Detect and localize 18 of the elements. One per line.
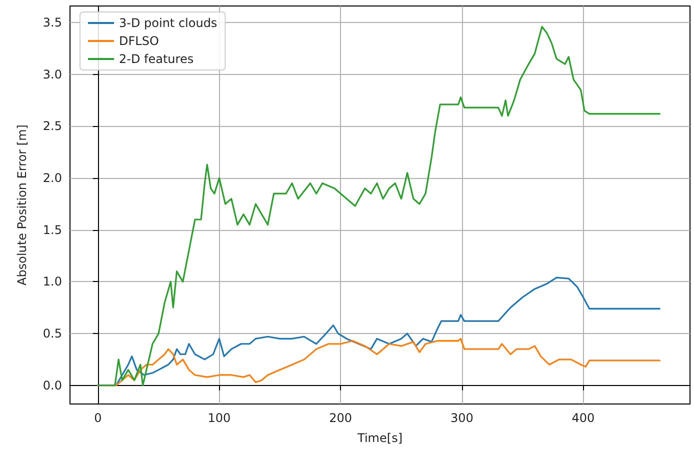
y-tick-label: 2.5 xyxy=(42,119,62,134)
y-tick-label: 3.5 xyxy=(42,16,62,30)
y-tick-label: 0.0 xyxy=(42,378,62,392)
y-tick-label: 0.5 xyxy=(42,326,62,341)
y-tick-label: 1.0 xyxy=(42,274,62,289)
x-tick-label: 0 xyxy=(94,411,102,425)
x-axis-title: Time[s] xyxy=(356,431,402,445)
y-tick-label: 1.5 xyxy=(42,222,62,237)
x-tick-label: 300 xyxy=(450,411,474,425)
legend-label: 2-D features xyxy=(119,52,194,66)
x-tick-label: 100 xyxy=(208,411,231,425)
x-tick-label: 400 xyxy=(572,411,595,425)
y-tick-label: 2.0 xyxy=(42,171,62,186)
y-axis-title: Absolute Position Error [m] xyxy=(15,124,29,286)
legend-label: 3-D point clouds xyxy=(119,16,218,30)
legend-label: DFLSO xyxy=(119,34,159,48)
x-tick-label: 200 xyxy=(329,411,352,425)
y-tick-label: 3.0 xyxy=(42,67,62,82)
